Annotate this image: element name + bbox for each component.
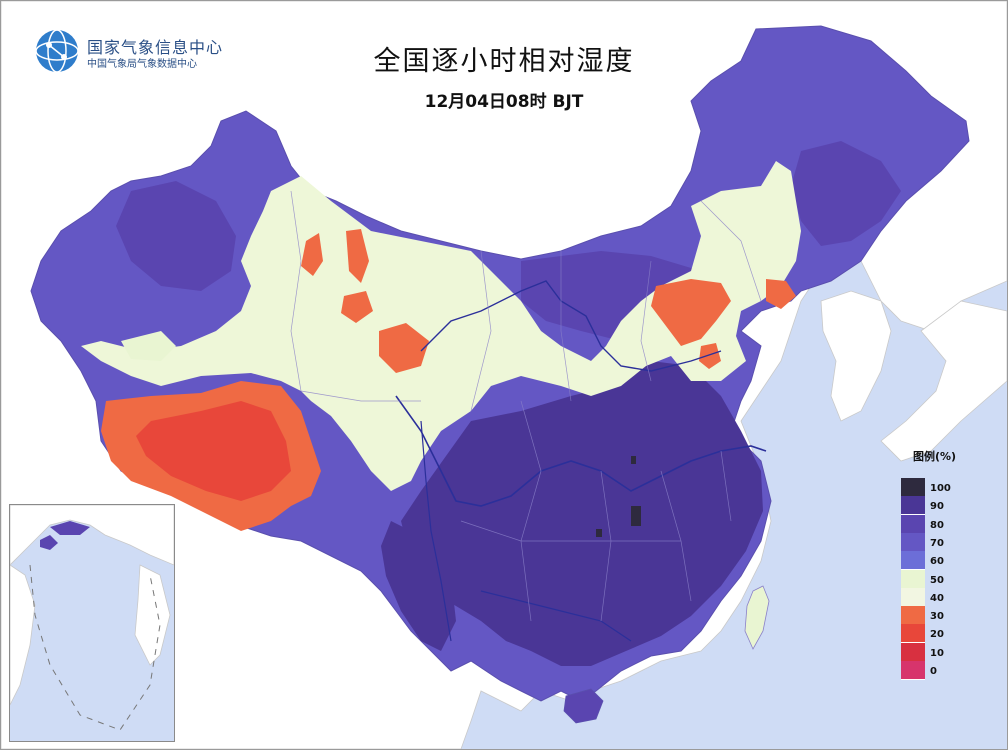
nmic-logo: 国家气象信息中心 中国气象局气象数据中心: [33, 27, 263, 77]
legend-label: 20: [930, 629, 944, 641]
legend-swatch: [901, 532, 925, 552]
legend-label: 90: [930, 501, 944, 513]
legend-label: 50: [930, 574, 944, 586]
river-yangtze: [395, 395, 767, 507]
legend-item: 90: [899, 496, 979, 516]
legend-label: 30: [930, 611, 944, 623]
map-time: 12月04日08时 BJT: [424, 92, 584, 112]
legend-swatch: [901, 587, 925, 607]
neighbor-land-japan: [880, 300, 1007, 462]
humidity-zone-100-spot1: [631, 506, 641, 526]
legend-item: 100: [899, 478, 979, 497]
humidity-zone-30-spot5: [699, 343, 721, 369]
legend-item: 80: [899, 514, 979, 534]
river-yellow: [420, 280, 722, 372]
map-title: 全国逐小时相对湿度: [373, 46, 635, 77]
legend-swatch: [901, 624, 925, 644]
legend-swatch: [901, 496, 925, 516]
legend-label: 80: [930, 519, 944, 531]
logo-name: 国家气象信息中心: [87, 38, 224, 57]
humidity-zone-30-ne: [651, 279, 731, 346]
humidity-zone-90: [401, 361, 763, 666]
humidity-zone-30-liaodong: [766, 279, 796, 309]
legend-swatch: [901, 661, 925, 680]
logo-subname: 中国气象局气象数据中心: [87, 59, 197, 70]
globe-icon: [35, 29, 79, 73]
legend-label: 0: [930, 666, 937, 677]
river-southwest: [420, 420, 452, 642]
inset-map: [10, 505, 174, 741]
legend-swatch: [901, 606, 925, 626]
legend-item: 40: [899, 587, 979, 607]
province-boundaries: [290, 190, 762, 622]
legend-swatch: [901, 642, 925, 662]
legend-item: 0: [899, 661, 979, 680]
neighbor-land-korea: [820, 290, 892, 422]
humidity-zone-30-spot3: [341, 291, 373, 323]
humidity-zone-30-spot1: [301, 233, 323, 276]
river-pearl: [480, 590, 632, 642]
legend-label: 60: [930, 556, 944, 568]
humidity-zone-80-ne: [791, 141, 901, 246]
legend-item: 60: [899, 551, 979, 571]
humidity-zone-100-spot3: [631, 456, 636, 464]
legend-label: 10: [930, 647, 944, 659]
humidity-zone-30-spot2: [346, 229, 369, 283]
legend-swatch: [901, 551, 925, 571]
legend-item: 20: [899, 624, 979, 644]
legend-label: 70: [930, 537, 944, 549]
legend-item: 10: [899, 642, 979, 662]
legend-item: 70: [899, 532, 979, 552]
legend-swatch: [901, 569, 925, 589]
humidity-zone-80-west: [116, 181, 236, 291]
legend-label: 40: [930, 592, 944, 604]
legend-item: 50: [899, 569, 979, 589]
humidity-zone-30-spot4: [379, 323, 429, 373]
humidity-zone-100-spot2: [596, 529, 602, 537]
island-taiwan: [744, 585, 770, 650]
legend-swatch: [901, 514, 925, 534]
legend-label: 100: [930, 483, 951, 494]
south-china-sea-inset: [9, 504, 175, 742]
humidity-zone-90-sw: [381, 521, 456, 651]
humidity-zone-20-tibet: [136, 401, 291, 501]
island-hainan: [563, 688, 604, 724]
legend-title: 图例(%): [913, 450, 957, 463]
map-legend: 图例(%) 100 90 80 70 60 50 40 30 20 10 0: [899, 448, 979, 688]
legend-item: 30: [899, 606, 979, 626]
legend-swatch: [901, 478, 925, 497]
humidity-zone-50-west: [121, 331, 176, 361]
humidity-zone-40-50: [81, 161, 801, 491]
